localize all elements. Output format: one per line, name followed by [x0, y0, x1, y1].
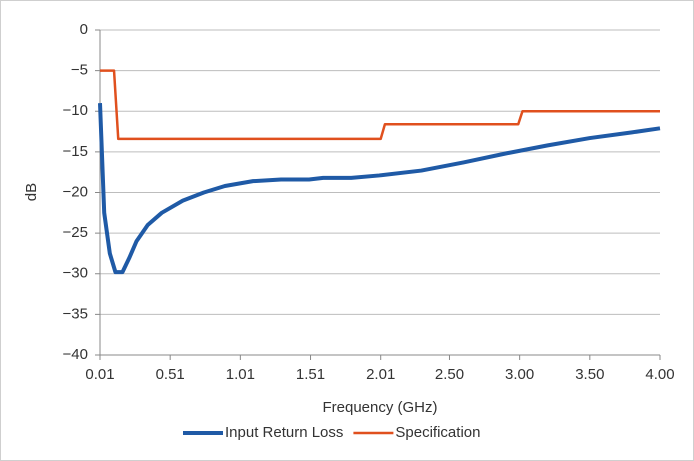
x-tick-label: 0.51	[156, 366, 185, 383]
x-tick-label: 2.01	[366, 366, 395, 383]
y-axis-title: dB	[23, 183, 40, 201]
legend-label: Input Return Loss	[225, 424, 343, 441]
y-tick-label: −5	[71, 62, 88, 79]
x-tick-label: 3.50	[575, 366, 604, 383]
y-tick-label: −15	[63, 143, 88, 160]
y-tick-label: −40	[63, 346, 88, 363]
legend-label: Specification	[395, 424, 480, 441]
series-line	[98, 103, 661, 275]
x-tick-label: 1.51	[296, 366, 325, 383]
x-axis-title: Frequency (GHz)	[322, 399, 437, 416]
y-tick-label: −30	[63, 265, 88, 282]
y-tick-label: 0	[80, 21, 88, 38]
x-tick-label: 0.01	[85, 366, 114, 383]
y-tick-label: −10	[63, 102, 88, 119]
y-tick-label: −25	[63, 224, 88, 241]
y-tick-label: −20	[63, 183, 88, 200]
x-tick-label: 4.00	[645, 366, 674, 383]
x-tick-label: 1.01	[226, 366, 255, 383]
x-tick-label: 2.50	[435, 366, 464, 383]
series-line	[100, 69, 660, 141]
y-tick-label: −35	[63, 305, 88, 322]
x-tick-label: 3.00	[505, 366, 534, 383]
